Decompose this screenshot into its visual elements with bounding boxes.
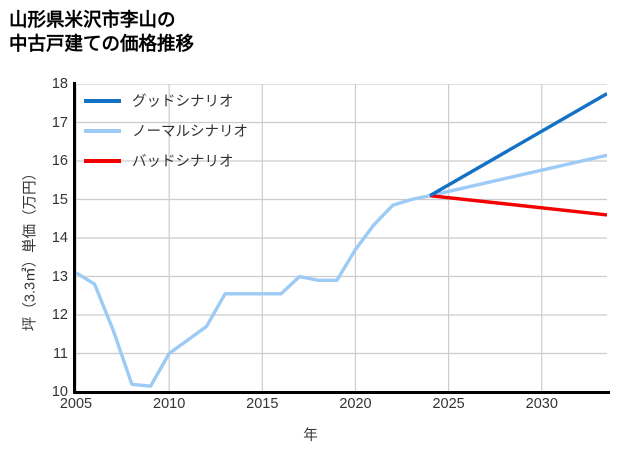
legend-item-0[interactable]: グッドシナリオ — [84, 90, 248, 111]
y-axis-tick-label: 12 — [51, 307, 68, 323]
gridlines-vertical — [76, 84, 543, 392]
chart-title: 山形県米沢市李山の 中古戸建ての価格推移 — [9, 8, 489, 57]
y-axis-tick-label: 18 — [51, 76, 68, 92]
y-axis-tick-label: 15 — [51, 191, 68, 208]
y-axis-tick-label: 13 — [51, 268, 68, 285]
chart-title-line-1: 山形県米沢市李山の — [9, 9, 176, 30]
chart-title-line-2: 中古戸建ての価格推移 — [9, 33, 195, 55]
x-axis-tick-label: 2020 — [339, 396, 372, 412]
y-axis-spine — [73, 82, 76, 394]
x-axis-title: 年 — [303, 428, 318, 444]
y-axis-tick-label: 11 — [52, 345, 68, 362]
x-axis-tick-label: 2030 — [525, 396, 558, 412]
series-line-0 — [429, 92, 607, 198]
legend-item-2[interactable]: バッドシナリオ — [84, 150, 248, 171]
y-axis-tick-label: 10 — [51, 384, 68, 400]
chart-legend: グッドシナリオ ノーマルシナリオ バッドシナリオ — [84, 90, 248, 171]
legend-swatch-icon — [84, 128, 121, 133]
y-axis-tick-label: 14 — [51, 230, 68, 246]
x-axis-tick-label: 2005 — [59, 396, 93, 412]
x-axis-tick-label: 2010 — [153, 396, 186, 412]
x-axis-tick-label: 2025 — [432, 396, 465, 412]
series-line-2 — [429, 193, 607, 217]
legend-item-1[interactable]: ノーマルシナリオ — [84, 120, 248, 141]
y-axis-tick-label: 17 — [51, 114, 68, 131]
series-line-1 — [76, 153, 607, 388]
plot-area — [76, 84, 607, 392]
series-lines — [76, 92, 607, 388]
gridlines-horizontal — [76, 84, 607, 392]
plot-canvas — [76, 84, 607, 392]
y-axis-tick-labels: 10 11 12 13 14 15 16 17 18 — [0, 0, 73, 465]
legend-label: バッドシナリオ — [132, 154, 234, 170]
legend-swatch-icon — [84, 158, 121, 163]
x-axis-tick-label: 2015 — [246, 396, 279, 412]
y-axis-title: 坪（3.3㎡）単価（万円） — [22, 165, 39, 332]
legend-label: グッドシナリオ — [132, 94, 234, 110]
x-axis-spine — [73, 391, 610, 394]
y-axis-tick-label: 16 — [51, 153, 68, 169]
legend-label: ノーマルシナリオ — [132, 124, 248, 140]
legend-swatch-icon — [84, 98, 121, 103]
